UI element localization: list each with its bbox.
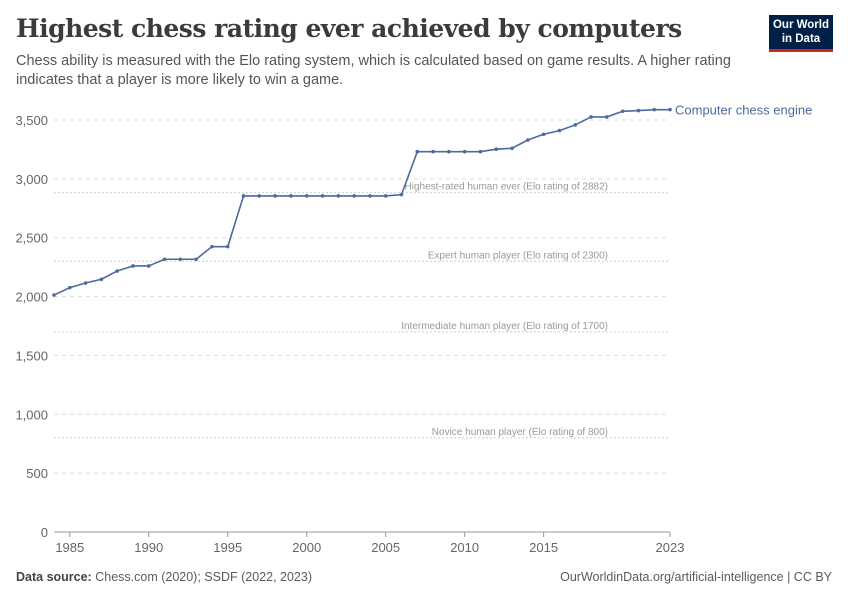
chart-title: Highest chess rating ever achieved by co… xyxy=(16,14,682,43)
data-point xyxy=(447,149,451,154)
data-point xyxy=(225,244,230,249)
data-point xyxy=(605,115,609,119)
data-point xyxy=(636,108,641,113)
chart-subtitle: Chess ability is measured with the Elo r… xyxy=(16,53,731,88)
data-point xyxy=(336,194,341,198)
data-point xyxy=(257,194,262,198)
data-point xyxy=(352,194,356,198)
series-line xyxy=(53,108,670,296)
data-point xyxy=(589,115,593,119)
data-point xyxy=(131,264,135,268)
data-point xyxy=(320,194,325,198)
y-tick-label: 2,500 xyxy=(15,231,48,246)
data-point xyxy=(368,194,372,198)
data-point xyxy=(399,192,404,197)
x-tick-label: 1990 xyxy=(134,540,163,555)
owid-logo[interactable]: Our World in Data xyxy=(769,15,833,52)
data-point xyxy=(573,123,578,127)
x-tick-label: 2010 xyxy=(450,540,479,555)
data-point xyxy=(162,257,167,262)
data-point xyxy=(668,107,672,112)
data-point xyxy=(210,244,214,249)
x-tick-label: 2023 xyxy=(656,540,685,555)
data-point xyxy=(241,194,246,198)
y-tick-label: 3,500 xyxy=(15,113,48,128)
source-text[interactable]: Chess.com (2020); SSDF (2022, 2023) xyxy=(95,570,312,584)
data-point xyxy=(478,149,483,154)
source-label: Data source: xyxy=(16,570,92,584)
data-point xyxy=(383,194,388,198)
y-tick-label: 3,000 xyxy=(15,172,48,187)
reference-label: Highest-rated human ever (Elo rating of … xyxy=(405,182,608,193)
y-tick-label: 1,000 xyxy=(15,407,48,422)
data-point xyxy=(304,194,309,198)
reference-label: Intermediate human player (Elo rating of… xyxy=(401,321,608,332)
x-tick-label: 2005 xyxy=(371,540,400,555)
data-point xyxy=(541,132,546,137)
data-point xyxy=(620,109,625,114)
data-point xyxy=(510,146,514,151)
data-point xyxy=(194,257,198,262)
reference-label: Novice human player (Elo rating of 800) xyxy=(432,427,608,438)
x-tick-label: 2015 xyxy=(529,540,558,555)
data-point xyxy=(99,277,104,282)
x-tick-label: 1985 xyxy=(55,540,84,555)
x-tick-label: 1995 xyxy=(213,540,242,555)
reference-label: Expert human player (Elo rating of 2300) xyxy=(428,250,608,261)
data-point xyxy=(494,147,499,151)
credit-link[interactable]: OurWorldinData.org/artificial-intelligen… xyxy=(560,570,832,584)
y-tick-label: 2,000 xyxy=(15,290,48,305)
data-point xyxy=(115,269,119,273)
data-point xyxy=(67,285,72,290)
data-point xyxy=(526,138,530,142)
series-label: Computer chess engine xyxy=(675,103,812,118)
data-point xyxy=(462,149,467,154)
data-point xyxy=(557,128,562,133)
y-tick-label: 500 xyxy=(26,466,48,481)
data-point xyxy=(415,149,420,154)
data-point xyxy=(431,149,435,154)
data-point xyxy=(178,257,183,262)
data-point xyxy=(146,264,151,268)
x-tick-label: 2000 xyxy=(292,540,321,555)
y-tick-label: 0 xyxy=(41,525,48,540)
data-source: Data source: Chess.com (2020); SSDF (202… xyxy=(16,570,312,584)
data-point xyxy=(652,107,657,112)
data-point xyxy=(83,281,88,285)
data-point xyxy=(289,194,293,198)
data-point xyxy=(273,194,277,198)
data-point xyxy=(52,293,56,297)
y-tick-label: 1,500 xyxy=(15,348,48,363)
